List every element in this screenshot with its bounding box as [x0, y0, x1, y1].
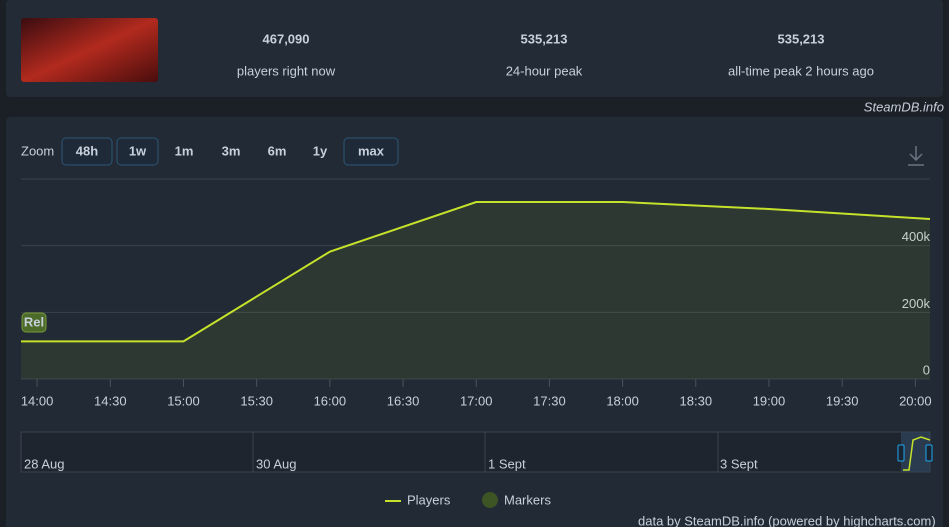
line — [21, 201, 931, 343]
x-tick-label: 17:00 — [460, 393, 493, 408]
legend-label[interactable]: Markers — [504, 492, 551, 507]
zoom-button-label[interactable]: 3m — [222, 143, 241, 158]
zoom-button-label[interactable]: 1m — [175, 143, 194, 158]
zoom-button-label[interactable]: 6m — [268, 143, 287, 158]
stat-label: all-time peak 2 hours ago — [728, 63, 874, 78]
y-tick-label: 0 — [923, 362, 930, 377]
stat-value: 535,213 — [521, 31, 568, 46]
zoom-button-label[interactable]: 48h — [76, 143, 98, 158]
x-tick-label: 20:00 — [899, 393, 932, 408]
credit: data by SteamDB.info (powered by highcha… — [638, 513, 936, 527]
x-tick-label: 15:00 — [167, 393, 200, 408]
x-tick-label: 17:30 — [533, 393, 566, 408]
y-tick-label: 400k — [902, 229, 931, 244]
x-tick-label: 18:30 — [680, 393, 713, 408]
zoom-button-label[interactable]: 1y — [313, 143, 328, 158]
x-tick-label: 19:00 — [753, 393, 786, 408]
x-tick-label: 14:00 — [21, 393, 54, 408]
navigator-line — [903, 436, 931, 471]
navigator-label: 30 Aug — [256, 456, 297, 471]
source: SteamDB.info — [864, 99, 944, 114]
navigator-label: 3 Sept — [720, 456, 758, 471]
stat-label: 24-hour peak — [506, 63, 583, 78]
event-marker[interactable] — [21, 312, 47, 333]
navigator-handle[interactable] — [897, 444, 905, 462]
zoom-button[interactable] — [61, 137, 113, 166]
x-tick-label: 16:00 — [314, 393, 347, 408]
stat-label: players right now — [237, 63, 336, 78]
zoom-button-label[interactable]: max — [358, 143, 385, 158]
area — [21, 202, 930, 379]
x-tick-label: 14:30 — [94, 393, 127, 408]
zoom-button-label[interactable]: 1w — [129, 143, 147, 158]
stats-panel — [6, 0, 943, 97]
x-tick-label: 15:30 — [240, 393, 273, 408]
stat-value: 535,213 — [778, 31, 825, 46]
x-tick-label: 19:30 — [826, 393, 859, 408]
x-tick-label: 18:00 — [606, 393, 639, 408]
stat-value: 467,090 — [263, 31, 310, 46]
game-image[interactable] — [21, 18, 158, 82]
chart-panel — [6, 117, 943, 527]
navigator-label: 1 Sept — [488, 456, 526, 471]
x-tick-label: 16:30 — [387, 393, 420, 408]
download-icon[interactable] — [908, 146, 924, 166]
navigator-handle[interactable] — [925, 444, 933, 462]
y-tick-label: 200k — [902, 296, 931, 311]
legend-label[interactable]: Players — [407, 492, 451, 507]
navigator-label: 28 Aug — [24, 456, 65, 471]
zoom-button[interactable] — [343, 137, 399, 166]
zoom-button[interactable] — [116, 137, 159, 166]
legend-swatch — [482, 492, 498, 508]
event-marker-label[interactable]: Rel — [24, 314, 44, 329]
zoom-label: Zoom — [21, 143, 54, 158]
navigator[interactable] — [20, 431, 931, 473]
